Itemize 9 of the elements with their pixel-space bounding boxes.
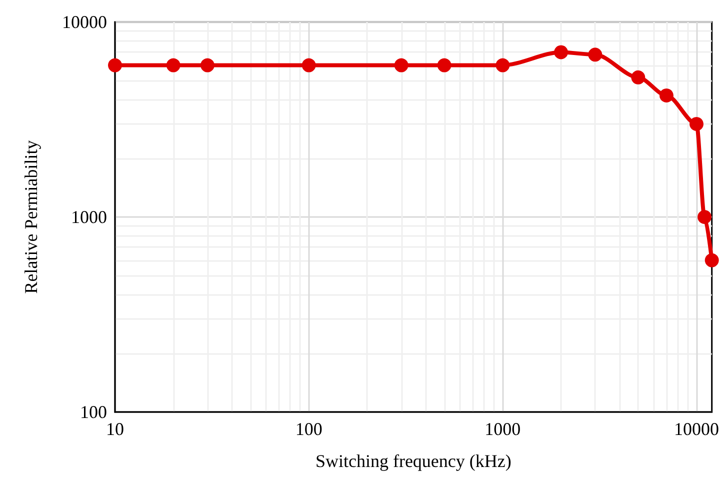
x-tick-label: 10: [106, 419, 124, 439]
x-tick-label: 10000: [674, 419, 719, 439]
y-tick-label: 100: [80, 402, 107, 422]
x-tick-label: 1000: [484, 419, 521, 439]
y-axis-title: Relative Permiability: [21, 140, 41, 294]
x-tick-label: 100: [295, 419, 322, 439]
y-tick-label: 10000: [62, 12, 107, 32]
x-axis-title: Switching frequency (kHz): [315, 451, 512, 471]
y-tick-label: 1000: [71, 207, 107, 227]
